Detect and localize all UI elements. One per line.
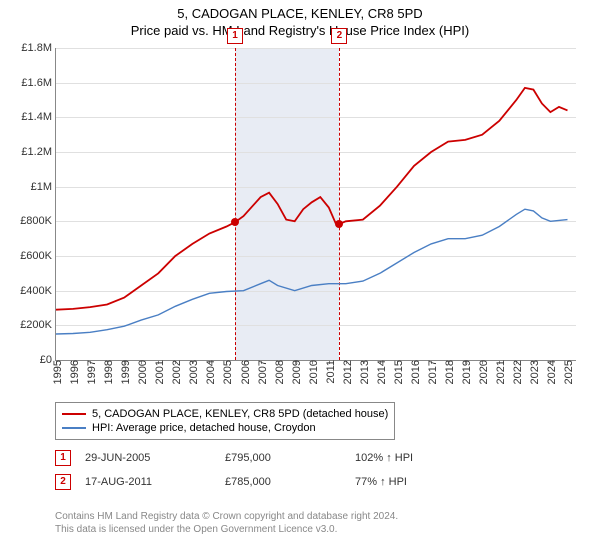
chart-container: { "title": "5, CADOGAN PLACE, KENLEY, CR… [0,0,600,560]
x-tick-label: 1998 [99,360,115,384]
x-tick-label: 2025 [559,360,575,384]
x-tick-label: 2021 [491,360,507,384]
x-tick-label: 2022 [508,360,524,384]
legend-label: HPI: Average price, detached house, Croy… [92,422,316,434]
x-tick-label: 1995 [48,360,64,384]
line-chart-svg [56,48,576,360]
legend-swatch [62,427,86,429]
x-tick-label: 2014 [372,360,388,384]
x-tick-label: 2000 [133,360,149,384]
x-tick-label: 2012 [338,360,354,384]
legend-swatch [62,413,86,415]
x-tick-label: 2001 [150,360,166,384]
legend-item-1: HPI: Average price, detached house, Croy… [62,421,388,435]
x-tick-label: 2020 [474,360,490,384]
transaction-delta: 102% ↑ HPI [355,452,475,464]
legend: 5, CADOGAN PLACE, KENLEY, CR8 5PD (detac… [55,402,395,440]
footer-line-1: Contains HM Land Registry data © Crown c… [55,510,398,523]
chart-title: 5, CADOGAN PLACE, KENLEY, CR8 5PD [0,0,600,21]
y-tick-label: £200K [20,319,56,331]
y-tick-label: £800K [20,215,56,227]
legend-item-0: 5, CADOGAN PLACE, KENLEY, CR8 5PD (detac… [62,407,388,421]
x-tick-label: 2019 [457,360,473,384]
x-tick-label: 2008 [270,360,286,384]
footer-line-2: This data is licensed under the Open Gov… [55,523,398,536]
x-tick-label: 2004 [201,360,217,384]
x-tick-label: 2002 [167,360,183,384]
x-tick-label: 2005 [218,360,234,384]
y-tick-label: £600K [20,250,56,262]
x-tick-label: 2011 [321,360,337,384]
transaction-marker-2: 2 [55,474,71,490]
x-tick-label: 2016 [406,360,422,384]
marker-box-2: 2 [331,28,347,44]
plot-area: £0£200K£400K£600K£800K£1M£1.2M£1.4M£1.6M… [55,48,576,361]
x-tick-label: 2007 [253,360,269,384]
transaction-row-1: 1 29-JUN-2005£795,000102% ↑ HPI [55,450,475,466]
transaction-date: 17-AUG-2011 [85,476,225,488]
transaction-date: 29-JUN-2005 [85,452,225,464]
x-tick-label: 2006 [236,360,252,384]
series-property [56,88,568,310]
transaction-delta: 77% ↑ HPI [355,476,475,488]
y-tick-label: £400K [20,285,56,297]
y-tick-label: £1.4M [21,111,56,123]
transaction-row-2: 2 17-AUG-2011£785,00077% ↑ HPI [55,474,475,490]
x-tick-label: 2017 [423,360,439,384]
x-tick-label: 2010 [304,360,320,384]
x-tick-label: 2003 [184,360,200,384]
y-tick-label: £1M [31,181,56,193]
transaction-price: £795,000 [225,452,355,464]
x-tick-label: 2018 [440,360,456,384]
series-hpi [56,209,568,334]
chart-subtitle: Price paid vs. HM Land Registry's House … [0,21,600,38]
x-tick-label: 1996 [65,360,81,384]
legend-label: 5, CADOGAN PLACE, KENLEY, CR8 5PD (detac… [92,408,388,420]
transaction-marker-1: 1 [55,450,71,466]
x-tick-label: 2009 [287,360,303,384]
x-tick-label: 2024 [542,360,558,384]
x-tick-label: 2013 [355,360,371,384]
x-tick-label: 1997 [82,360,98,384]
marker-box-1: 1 [227,28,243,44]
y-tick-label: £1.8M [21,42,56,54]
y-tick-label: £1.2M [21,146,56,158]
x-tick-label: 2023 [525,360,541,384]
transaction-price: £785,000 [225,476,355,488]
x-tick-label: 2015 [389,360,405,384]
x-tick-label: 1999 [116,360,132,384]
footer-attribution: Contains HM Land Registry data © Crown c… [55,510,398,536]
y-tick-label: £1.6M [21,77,56,89]
